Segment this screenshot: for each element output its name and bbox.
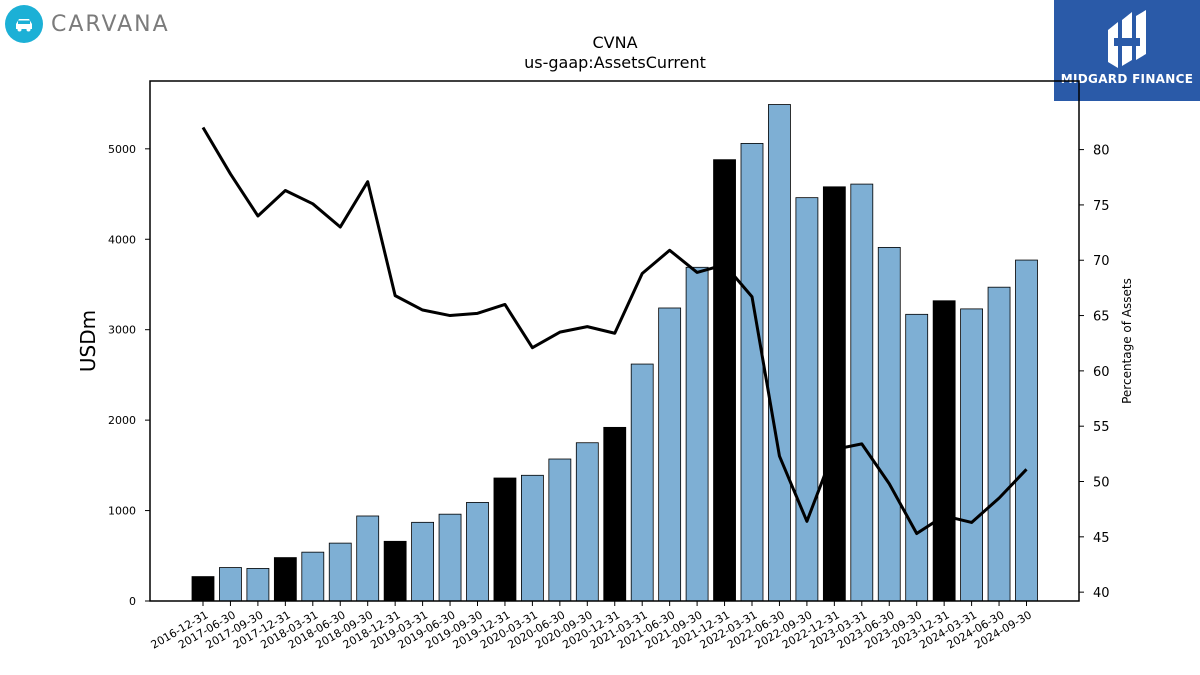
y-tick-label: 2000 <box>108 414 136 427</box>
bar <box>383 540 407 602</box>
bar <box>822 186 846 602</box>
y-tick-label: 1000 <box>108 505 136 518</box>
bar <box>658 307 682 602</box>
bar <box>219 567 242 602</box>
bar <box>301 551 325 602</box>
y2-tick-label: 75 <box>1093 199 1110 214</box>
chart-subtitle: us-gaap:AssetsCurrent <box>524 53 706 72</box>
carvana-logo: CARVANA <box>5 5 170 43</box>
bar <box>877 246 901 602</box>
bar <box>328 542 352 602</box>
badge-label: MIDGARD FINANCE <box>1060 72 1194 86</box>
bar <box>685 266 709 602</box>
x-axis: 2016-12-312017-06-302017-09-302017-12-31… <box>149 601 1034 652</box>
y2-tick-label: 50 <box>1093 476 1110 491</box>
bar <box>795 197 819 602</box>
bar <box>438 513 462 602</box>
bar <box>521 474 544 602</box>
bar-series <box>191 104 1038 602</box>
bar <box>630 363 654 602</box>
y2-axis-label: Percentage of Assets <box>1120 278 1134 404</box>
bar <box>905 313 929 602</box>
y2-tick-label: 65 <box>1093 310 1110 325</box>
bar <box>740 142 764 602</box>
bar <box>246 568 270 602</box>
y-tick-label: 4000 <box>108 233 136 246</box>
bar <box>603 426 627 602</box>
bar <box>768 104 791 602</box>
y-axis-left: 0 1000 2000 3000 4000 5000 <box>108 143 150 608</box>
bar <box>356 515 380 602</box>
bar <box>713 159 736 602</box>
line-series <box>201 126 1028 536</box>
bar <box>548 458 572 602</box>
bar <box>850 183 874 602</box>
y2-tick-label: 55 <box>1093 420 1110 435</box>
bar <box>1015 259 1038 602</box>
percentage-line <box>201 126 1028 536</box>
bar <box>493 477 517 602</box>
y2-tick-label: 60 <box>1093 365 1110 380</box>
y-tick-label: 0 <box>129 595 136 608</box>
y2-tick-label: 80 <box>1093 144 1110 159</box>
y-axis-label: USDm <box>76 310 100 372</box>
bar <box>575 442 599 602</box>
bar <box>987 286 1011 602</box>
y2-tick-label: 70 <box>1093 254 1110 269</box>
carvana-wordmark: CARVANA <box>51 11 170 37</box>
bar <box>191 576 215 602</box>
y2-tick-label: 40 <box>1093 586 1110 601</box>
bar <box>411 521 435 602</box>
bar <box>960 308 983 602</box>
y-tick-label: 3000 <box>108 324 136 337</box>
bar <box>273 557 297 602</box>
y-tick-label: 5000 <box>108 143 136 156</box>
bar <box>466 502 489 602</box>
y2-tick-label: 45 <box>1093 531 1110 546</box>
chart-title: CVNA <box>592 33 637 52</box>
midgard-logo-icon <box>1108 10 1146 68</box>
bar <box>932 300 956 602</box>
car-icon <box>5 5 43 43</box>
y-axis-right: 40 45 50 55 60 65 70 75 80 <box>1079 144 1110 601</box>
